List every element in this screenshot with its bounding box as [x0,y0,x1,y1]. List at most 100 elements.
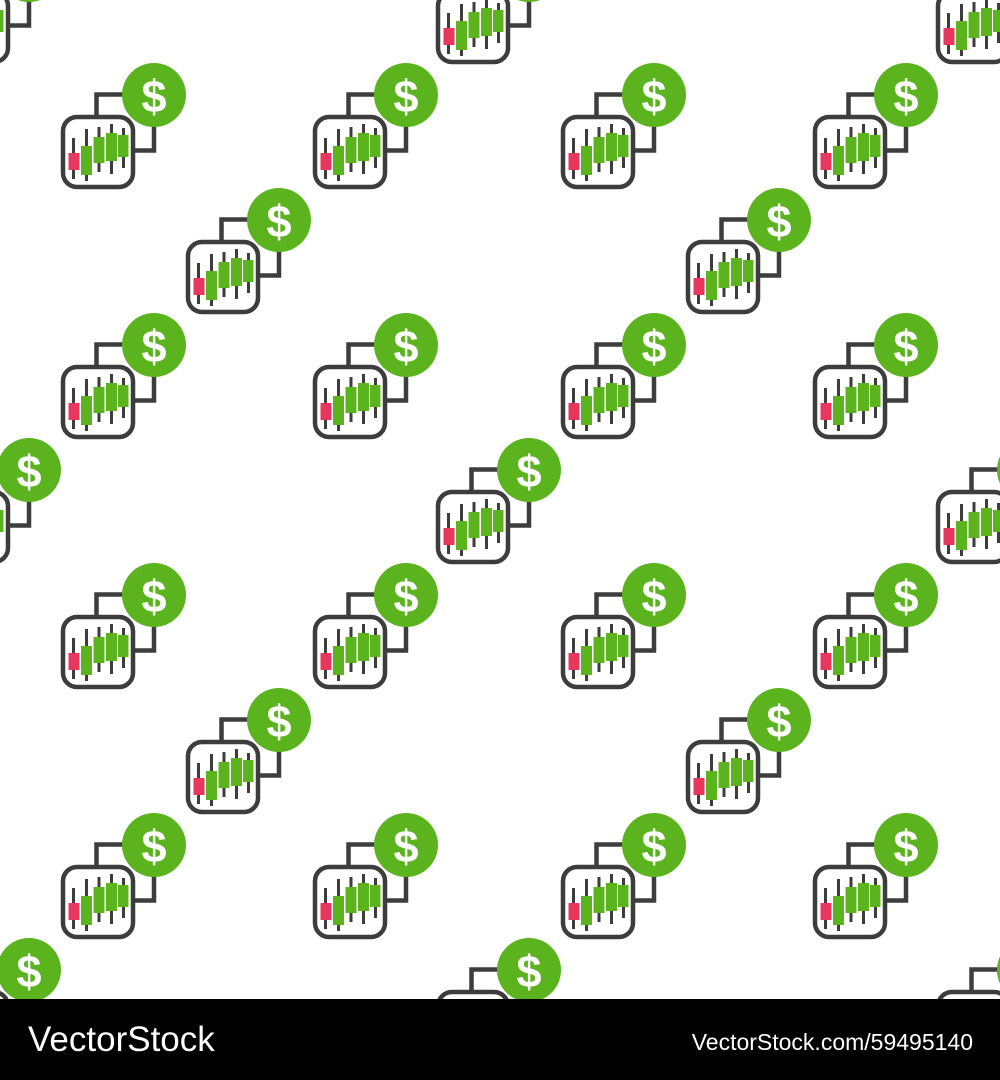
candle-body-red [68,903,80,920]
connector-top-line [94,92,124,119]
candle-body-green [618,385,629,407]
watermark-bar: VectorStock VectorStock.com/59495140 [0,999,1000,1080]
candle-body-green [106,383,117,411]
dollar-sign: $ [893,571,918,622]
candle-body-green [0,510,4,532]
candle-body-green [231,258,242,286]
dollar-coin [374,313,438,377]
candle-body-green [333,896,344,925]
dollar-coin [247,688,311,752]
dollar-coin [122,563,186,627]
connector-top-line [469,967,499,994]
candlestick-dollar-icon: $ [60,813,186,940]
dollar-sign: $ [16,946,41,997]
candle-body-red [320,153,332,170]
candle-body-green [606,883,617,911]
candle-body-green [456,521,467,550]
candle-body-green [118,385,129,407]
candle-body-green [606,633,617,661]
candle-body-green [870,635,881,657]
candle-body-green [845,637,857,663]
dollar-sign: $ [141,321,166,372]
candle-body-green [93,637,105,663]
dollar-coin [622,313,686,377]
candle-body-green [333,396,344,425]
connector-bottom-line [631,375,657,403]
candlestick-dollar-icon: $ [935,456,1000,565]
watermark-url-text: VectorStock.com/59495140 [691,1029,973,1055]
candle-body-green [858,633,869,661]
candle-body-red [568,903,580,920]
candle-body-green [581,896,592,925]
candle-body-green [718,262,730,288]
connector-top-line [594,592,624,619]
candle-body-green [981,8,992,36]
dollar-sign: $ [893,821,918,872]
dollar-sign: $ [141,821,166,872]
candle-body-red [820,653,832,670]
dollar-coin [497,938,561,1002]
candle-body-green [706,771,717,800]
candle-body-red [443,528,455,545]
candle-body-green [968,512,980,538]
candle-body-red [820,153,832,170]
connector-top-line [346,342,376,369]
connector-bottom-line [883,625,909,653]
connector-top-line [719,717,749,744]
candle-body-green [243,260,254,282]
dollar-coin [997,956,1000,984]
dollar-coin [122,813,186,877]
dollar-sign: $ [141,571,166,622]
dollar-sign: $ [141,71,166,122]
connector-top-line [846,342,876,369]
candle-body-red [568,153,580,170]
dollar-sign: $ [393,571,418,622]
candle-body-green [718,762,730,788]
connector-top-line [219,717,249,744]
connector-top-line [719,217,749,244]
candle-body-green [993,510,1000,532]
candlestick-dollar-icon: $ [435,0,541,65]
candle-body-green [333,646,344,675]
candle-body-green [993,10,1000,32]
candlestick-dollar-icon: $ [685,188,811,315]
candle-body-green [833,646,844,675]
candle-body-green [0,10,4,32]
candlestick-dollar-icon: $ [60,563,186,690]
candle-body-green [845,137,857,163]
connector-top-line [594,342,624,369]
dollar-sign: $ [641,71,666,122]
candle-body-green [370,885,381,907]
candle-body-green [206,271,217,300]
candle-body-red [443,28,455,45]
connector-top-line [594,92,624,119]
dollar-sign: $ [516,946,541,997]
candle-body-red [943,28,955,45]
connector-bottom-line [883,125,909,153]
candle-body-red [193,278,205,295]
dollar-coin [497,438,561,502]
candle-body-green [593,637,605,663]
candle-body-green [493,10,504,32]
candle-body-green [593,387,605,413]
dollar-coin [622,813,686,877]
candle-body-green [218,262,230,288]
candle-body-green [858,383,869,411]
dollar-sign: $ [266,696,291,747]
candle-body-green [106,883,117,911]
dollar-coin [747,188,811,252]
candlestick-dollar-icon: $ [560,313,686,440]
connector-bottom-line [631,875,657,903]
candle-body-red [568,403,580,420]
dollar-coin [374,63,438,127]
candle-body-green [345,637,357,663]
dollar-sign: $ [393,321,418,372]
dollar-sign: $ [766,196,791,247]
candle-body-green [606,383,617,411]
candle-body-green [243,760,254,782]
candle-body-green [81,146,92,175]
candlestick-dollar-icon: $ [812,63,938,190]
connector-bottom-line [631,125,657,153]
candle-body-green [581,396,592,425]
candle-body-green [870,885,881,907]
